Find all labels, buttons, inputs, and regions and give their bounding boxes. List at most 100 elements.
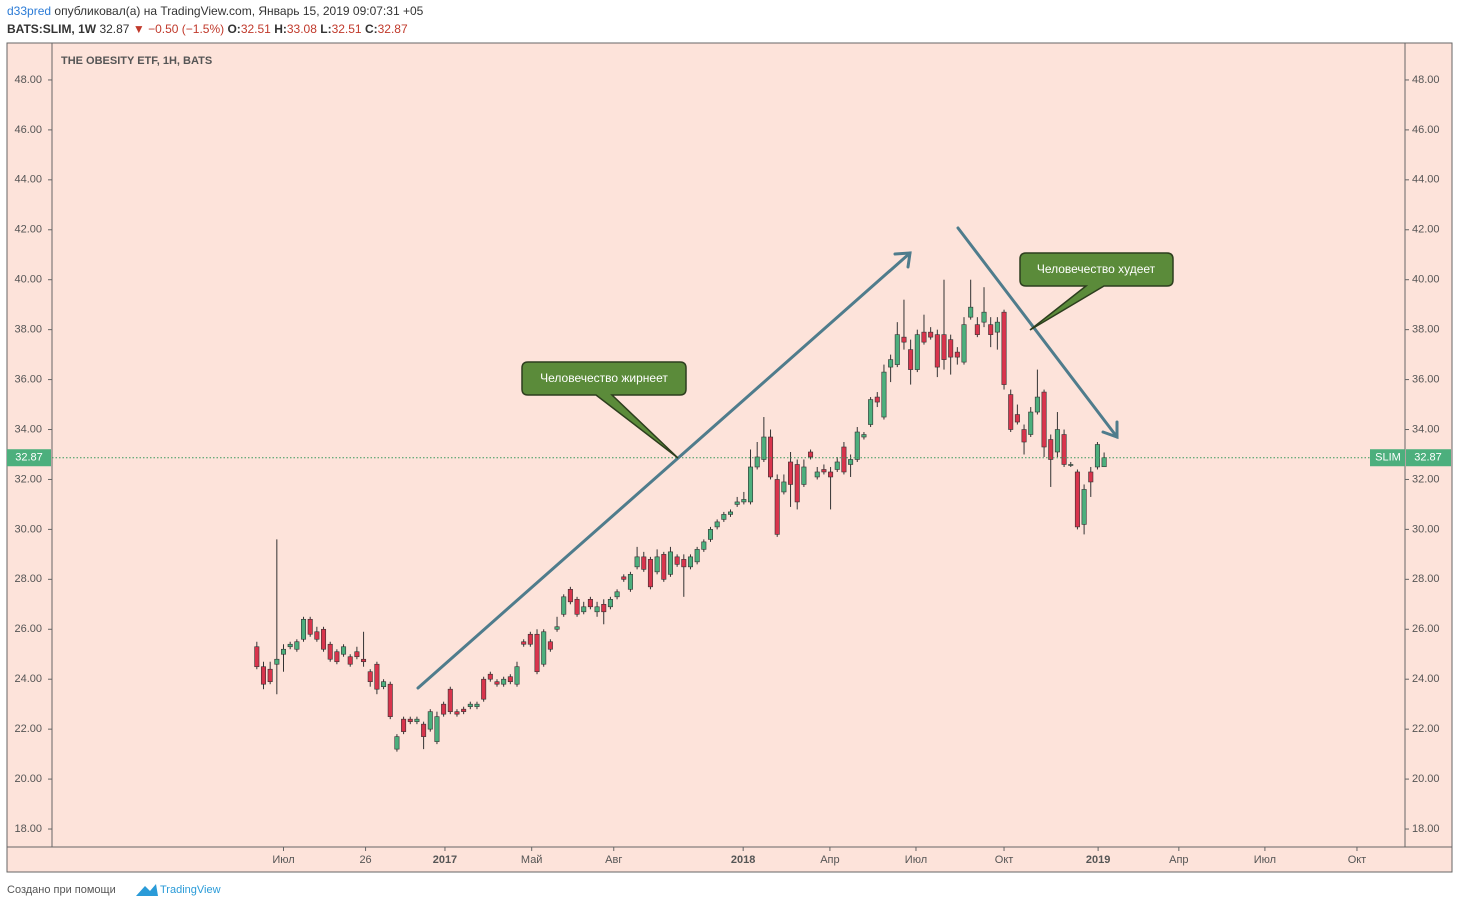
candle-body — [474, 703, 480, 707]
y-tick-label: 38.00 — [14, 324, 42, 336]
symbol-label: SLIM — [1375, 452, 1401, 464]
candle-body — [881, 371, 887, 418]
x-tick-label: Апр — [1169, 854, 1188, 866]
candle-body — [1074, 471, 1080, 528]
callout-text: Человечество худеет — [1037, 262, 1156, 276]
candle-body — [601, 604, 607, 613]
candle-body — [274, 658, 280, 665]
ohlc-value: 32.51 — [241, 22, 271, 36]
candle-body — [407, 718, 413, 722]
marks: 18.00 18.00 20.00 20.00 22.00 22.00 24.00 24.00… — [7, 74, 1451, 866]
candle-body — [327, 643, 333, 660]
ohlc-value: 33.08 — [287, 22, 317, 36]
candle-body — [507, 676, 513, 683]
price-label-left: 32.87 — [15, 452, 43, 464]
x-tick-label: Апр — [820, 854, 839, 866]
candle-body — [674, 556, 680, 565]
candle-body — [627, 574, 633, 590]
candle-body — [941, 334, 947, 360]
callout-shape — [1019, 252, 1174, 331]
ohlc-label: L: — [320, 22, 331, 36]
candle-body — [647, 559, 653, 588]
candle-body — [1001, 311, 1007, 385]
candle-body — [541, 631, 547, 665]
candle-body — [868, 399, 874, 425]
candle-body — [734, 501, 740, 505]
ohlc-value: 32.51 — [332, 22, 362, 36]
change: −0.50 (−1.5%) — [148, 22, 224, 36]
candle-body — [1094, 444, 1100, 468]
candle-body — [894, 334, 900, 365]
candle-body — [1034, 396, 1040, 413]
candle-body — [374, 663, 380, 690]
y2-tick-label: 44.00 — [1412, 174, 1440, 186]
candle-body — [441, 703, 447, 715]
price-box-right — [1406, 449, 1451, 467]
candle-body — [287, 643, 293, 648]
candle-body — [667, 551, 673, 575]
down-triangle: ▼ — [133, 22, 145, 36]
candle-body — [1008, 394, 1014, 430]
y2-tick-label: 20.00 — [1412, 773, 1440, 785]
candle-body — [554, 626, 560, 630]
y-tick-label: 42.00 — [14, 224, 42, 236]
symbol-box — [1370, 449, 1405, 467]
candle-body — [694, 549, 700, 563]
candle-body — [547, 641, 553, 650]
candle-body — [307, 618, 313, 635]
candle-body — [501, 678, 507, 685]
candle-body — [701, 541, 707, 550]
ohlc-label: H: — [274, 22, 287, 36]
candle-body — [587, 599, 593, 608]
y-tick-label: 26.00 — [14, 623, 42, 635]
up-trend-line — [416, 251, 912, 690]
candle-body — [481, 678, 487, 700]
chart-title: THE OBESITY ETF, 1H, BATS — [61, 55, 212, 67]
candle-body — [594, 606, 600, 613]
ohlc-label: C: — [365, 22, 378, 36]
footer-text: Создано при помощи — [7, 884, 116, 896]
candle-body — [1061, 434, 1067, 465]
candle-body — [974, 324, 980, 335]
candle-body — [401, 718, 407, 732]
x-tick-label: 2017 — [433, 854, 457, 866]
footer-brand: TradingView — [160, 884, 221, 896]
candle-body — [654, 556, 660, 573]
candle-body — [454, 711, 460, 715]
y2-tick-label: 34.00 — [1412, 423, 1440, 435]
candle-body — [801, 466, 807, 485]
candle-body — [461, 708, 467, 712]
candle-body — [854, 431, 860, 460]
callout-fat: Человечество жирнеет — [521, 361, 687, 459]
x-tick-label: 2019 — [1086, 854, 1110, 866]
candle-body — [487, 673, 493, 680]
candle-body — [394, 736, 400, 750]
y-tick-label: 44.00 — [14, 174, 42, 186]
candle-body — [741, 499, 747, 503]
candle-body — [901, 336, 907, 343]
candle-body — [354, 651, 360, 658]
candle-body — [607, 599, 613, 608]
candle-body — [367, 671, 373, 683]
candle-body — [434, 716, 440, 742]
callout-shape — [521, 361, 687, 459]
published: опубликовал(а) на TradingView.com, Январ… — [54, 4, 423, 18]
candle-body — [1028, 411, 1034, 435]
candle-body — [421, 723, 427, 737]
candle-body — [921, 331, 927, 343]
candle-body — [1068, 464, 1074, 466]
candle-body — [254, 646, 260, 668]
y-tick-label: 28.00 — [14, 573, 42, 585]
y2-tick-label: 48.00 — [1412, 74, 1440, 86]
candle-body — [994, 321, 1000, 333]
candle-body — [1041, 391, 1047, 448]
candle-body — [1088, 471, 1094, 483]
ohlc-label: O: — [227, 22, 240, 36]
candle-body — [681, 559, 687, 568]
candle-body — [814, 471, 820, 478]
header-line-2: BATS:SLIM, 1W 32.87 ▼ −0.50 (−1.5%) O:32… — [7, 22, 408, 36]
candle-body — [794, 464, 800, 503]
candle-body — [621, 576, 627, 580]
candle-body — [1014, 414, 1020, 423]
